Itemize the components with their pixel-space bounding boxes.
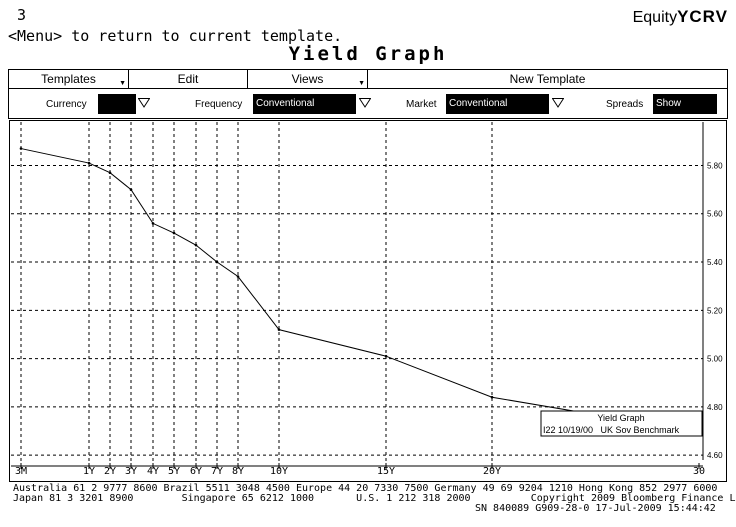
caret-down-icon: ▼ <box>119 80 126 87</box>
data-point <box>129 188 133 191</box>
yield-series <box>19 147 608 418</box>
templates-menu-label: Templates <box>41 72 96 86</box>
brand-code: YCRV <box>677 7 728 26</box>
vertical-gridlines <box>20 122 493 463</box>
brand-prefix: Equity <box>632 9 678 26</box>
x-tick-label: 3Y <box>125 466 137 477</box>
data-point <box>277 328 281 331</box>
data-point <box>490 395 494 399</box>
x-tick-label: 15Y <box>377 466 395 477</box>
y-tick-label: 5.20 <box>707 306 723 315</box>
y-tick-label: 5.60 <box>707 210 723 219</box>
page-title: Yield Graph <box>288 43 448 65</box>
page-number: 3 <box>17 6 27 24</box>
x-tick-label: 20Y <box>483 466 501 477</box>
currency-label: Currency <box>46 99 87 110</box>
yield-chart[interactable]: 3M 1Y 2Y 3Y 4Y 5Y 6Y 7Y 8Y 10Y 15Y 20Y 30 5.805.605.… <box>9 120 727 482</box>
y-tick-label: 4.80 <box>707 403 723 412</box>
y-tick-label: 4.60 <box>707 451 723 460</box>
data-point <box>19 147 23 150</box>
views-menu-label: Views <box>291 72 324 86</box>
frequency-label: Frequency <box>195 99 243 110</box>
function-code: EquityYCRV <box>633 7 728 27</box>
data-point <box>215 260 219 264</box>
legend-entry: I22 10/19/00 UK Sov Benchmark <box>543 425 680 435</box>
y-tick-label: 5.40 <box>707 258 723 267</box>
x-tick-label: 8Y <box>232 466 244 477</box>
currency-dropdown-icon[interactable] <box>138 98 150 108</box>
new-template-label: New Template <box>509 72 586 86</box>
market-label: Market <box>406 99 437 110</box>
x-tick-label: 1Y <box>83 466 95 477</box>
x-tick-label: 30 <box>693 466 705 477</box>
x-tick-label: 3M <box>15 466 27 477</box>
footer-line-2: Japan 81 3 3201 8900 Singapore 65 6212 1… <box>13 493 736 504</box>
x-tick-label: 4Y <box>147 466 159 477</box>
data-point <box>87 161 91 165</box>
legend-box <box>540 410 703 437</box>
y-tick-labels: 5.80 5.60 5.40 5.20 5.00 4.80 4.60 <box>707 161 723 460</box>
footer-contacts: Australia 61 2 9777 8600 Brazil 5511 304… <box>13 484 736 514</box>
x-tick-label: 2Y <box>104 466 116 477</box>
menu-bar: Templates ▼ Edit Views ▼ New Template <box>8 69 728 89</box>
legend-title: Yield Graph <box>597 413 644 423</box>
data-point <box>384 354 388 358</box>
data-point <box>236 275 240 278</box>
y-tick-label: 5.80 <box>707 161 723 170</box>
chart-legend: Yield Graph I22 10/19/00 UK Sov Benchmar… <box>540 410 703 437</box>
x-tick-label: 6Y <box>190 466 202 477</box>
x-tick-labels: 3M 1Y 2Y 3Y 4Y 5Y 6Y 7Y 8Y 10Y 15Y 20Y 30 <box>15 463 705 477</box>
templates-menu[interactable]: Templates ▼ <box>9 70 129 88</box>
frequency-select[interactable]: Conventional <box>253 94 356 114</box>
market-dropdown-icon[interactable] <box>552 98 564 108</box>
views-menu[interactable]: Views ▼ <box>248 70 368 88</box>
filter-bar: Currency Frequency Conventional Market C… <box>8 89 728 119</box>
market-select[interactable]: Conventional <box>446 94 549 114</box>
data-point <box>151 222 155 225</box>
footer-line-1: Australia 61 2 9777 8600 Brazil 5511 304… <box>13 483 718 494</box>
edit-menu-label: Edit <box>177 72 199 86</box>
spreads-select[interactable]: Show <box>653 94 717 114</box>
currency-select[interactable] <box>98 94 136 114</box>
x-tick-label: 10Y <box>270 466 288 477</box>
y-tick-label: 5.00 <box>707 355 723 364</box>
menu-hint: <Menu> to return to current template. <box>8 27 343 45</box>
edit-menu[interactable]: Edit <box>129 70 248 88</box>
horizontal-gridlines <box>11 164 703 456</box>
data-point <box>172 231 176 235</box>
spreads-label: Spreads <box>606 99 644 110</box>
data-point <box>108 171 112 174</box>
data-point <box>194 243 198 247</box>
x-tick-label: 5Y <box>168 466 180 477</box>
new-template-button[interactable]: New Template <box>368 70 727 88</box>
caret-down-icon: ▼ <box>358 80 365 87</box>
x-tick-label: 7Y <box>211 466 223 477</box>
frequency-dropdown-icon[interactable] <box>359 98 371 108</box>
footer-line-3: SN 840089 G909-28-0 17-Jul-2009 15:44:42 <box>475 503 716 514</box>
